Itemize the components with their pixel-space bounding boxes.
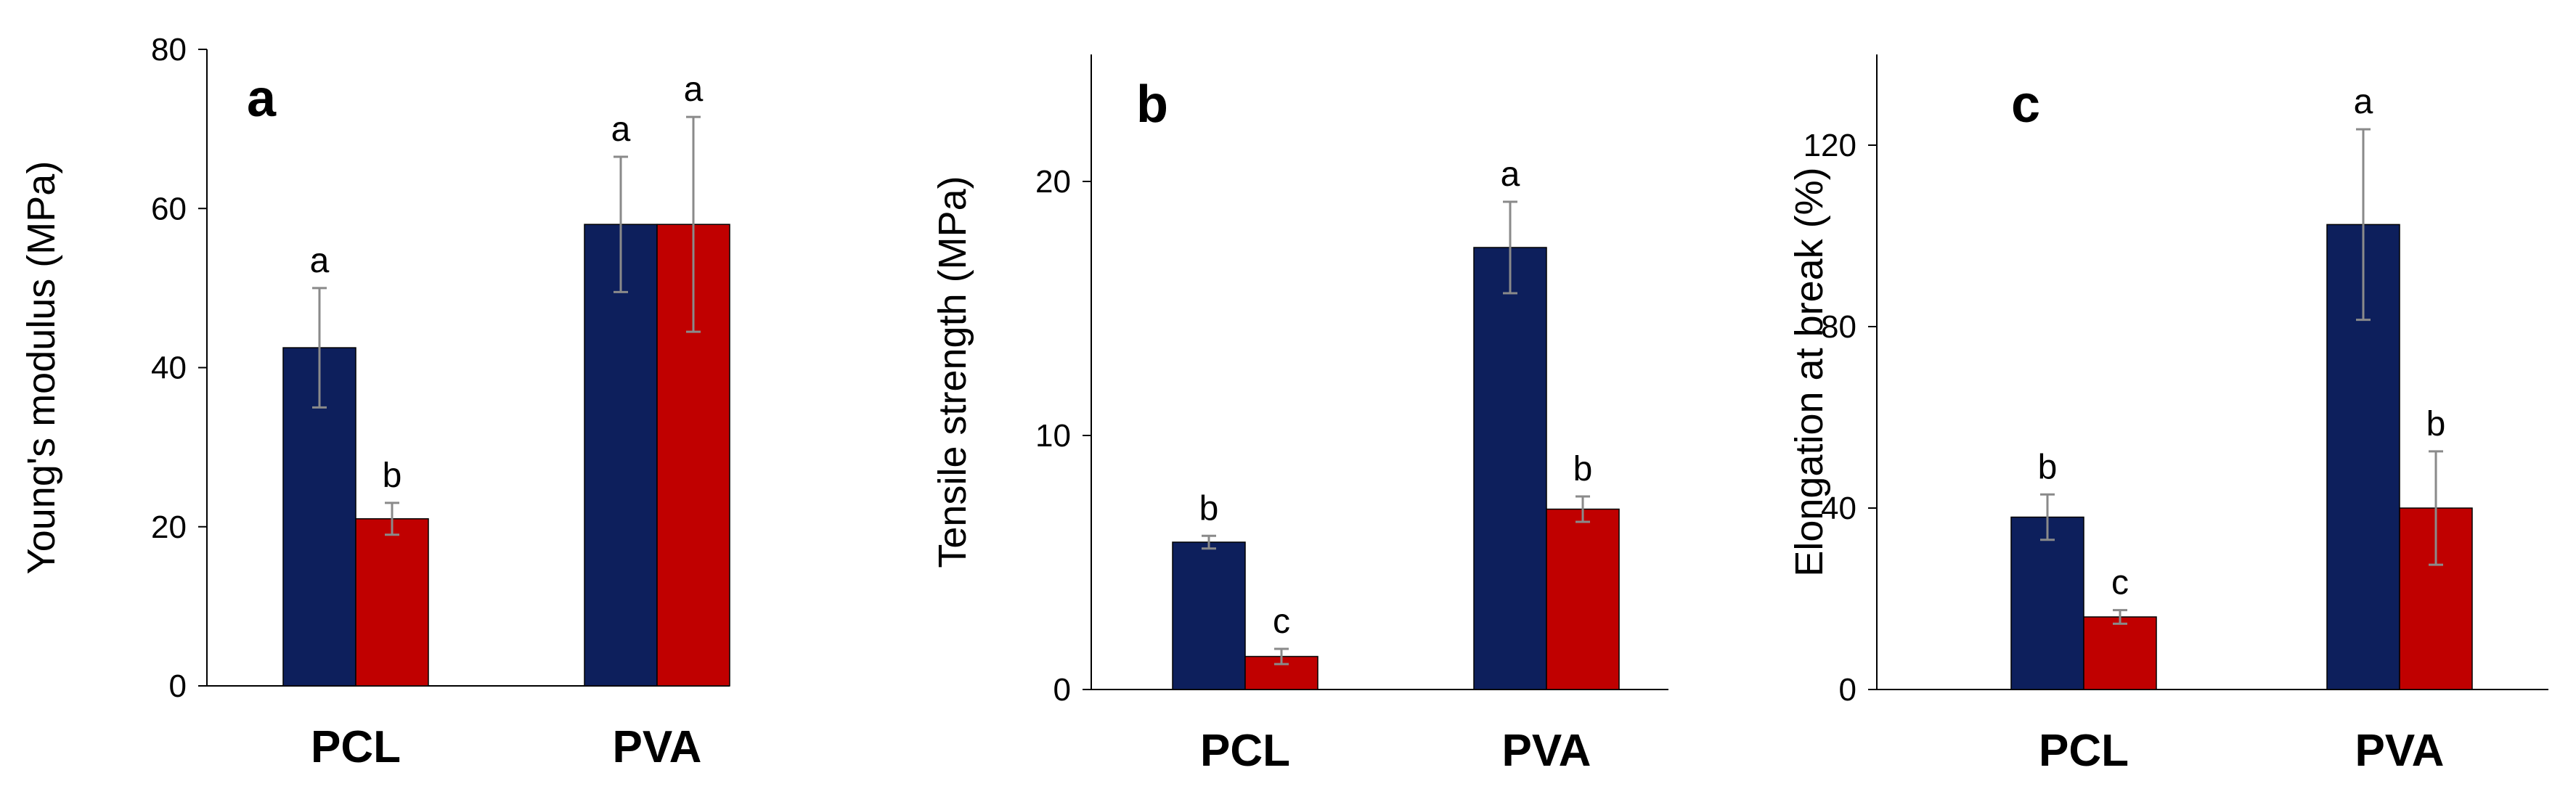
significance-letter: b [2038,448,2058,486]
significance-letter: a [310,242,330,280]
y-tick-label: 0 [169,668,187,704]
y-tick-label: 10 [1035,418,1071,454]
bar-pcl-series-1 [2010,516,2084,690]
bar-pcl-series-1 [1172,541,1246,690]
y-tick-label: 60 [151,191,187,226]
panel-label: b [1136,75,1168,134]
category-label-pcl: PCL [1200,726,1290,776]
significance-letter: c [2111,564,2129,602]
category-label-pva: PVA [2355,726,2445,776]
category-label-pva: PVA [1502,726,1591,776]
significance-letter: a [684,70,704,109]
significance-letter: a [1501,155,1520,194]
bar-pva-series-1 [1473,247,1547,690]
bar-pva-series-1 [584,224,658,687]
y-axis-title: Elongation at break (%) [1788,167,1831,576]
significance-letter: b [383,457,402,495]
bar-pcl-series-2 [355,518,429,687]
panel-label: c [2011,75,2040,134]
bar-pva-series-2 [1546,508,1620,690]
category-label-pcl: PCL [2039,726,2129,776]
y-tick-label: 40 [1821,491,1856,526]
y-tick-label: 0 [1053,672,1071,708]
y-tick-label: 20 [1035,164,1071,200]
significance-letter: b [1573,450,1593,488]
y-tick-label: 120 [1803,128,1856,163]
panel-label: a [247,70,277,128]
y-tick-label: 40 [151,351,187,386]
y-tick-label: 0 [1839,672,1856,708]
y-tick-label: 20 [151,510,187,545]
panel-c: 0 40 80 120 Elongation at break (%) c b c PCL a b P… [1788,54,2548,776]
category-label-pva: PVA [613,722,702,772]
bar-pcl-series-2 [2083,616,2157,690]
category-label-pcl: PCL [311,722,401,772]
y-tick-label: 80 [1821,309,1856,345]
significance-letter: b [1199,489,1219,528]
significance-letter: a [2354,83,2373,121]
significance-letter: b [2426,405,2446,443]
significance-letter: c [1273,602,1290,641]
panel-b: 0 10 20 Tensile strength (MPa) b b c PCL a b PVA [931,54,1668,776]
y-tick-label: 80 [151,32,187,67]
panel-a: 0 20 40 60 80 Young's modulus (MPa) a a b PCL a a PV… [20,32,730,772]
y-axis-title: Tensile strength (MPa) [931,176,974,568]
significance-letter: a [611,110,631,149]
y-axis-title: Young's modulus (MPa) [20,161,63,575]
